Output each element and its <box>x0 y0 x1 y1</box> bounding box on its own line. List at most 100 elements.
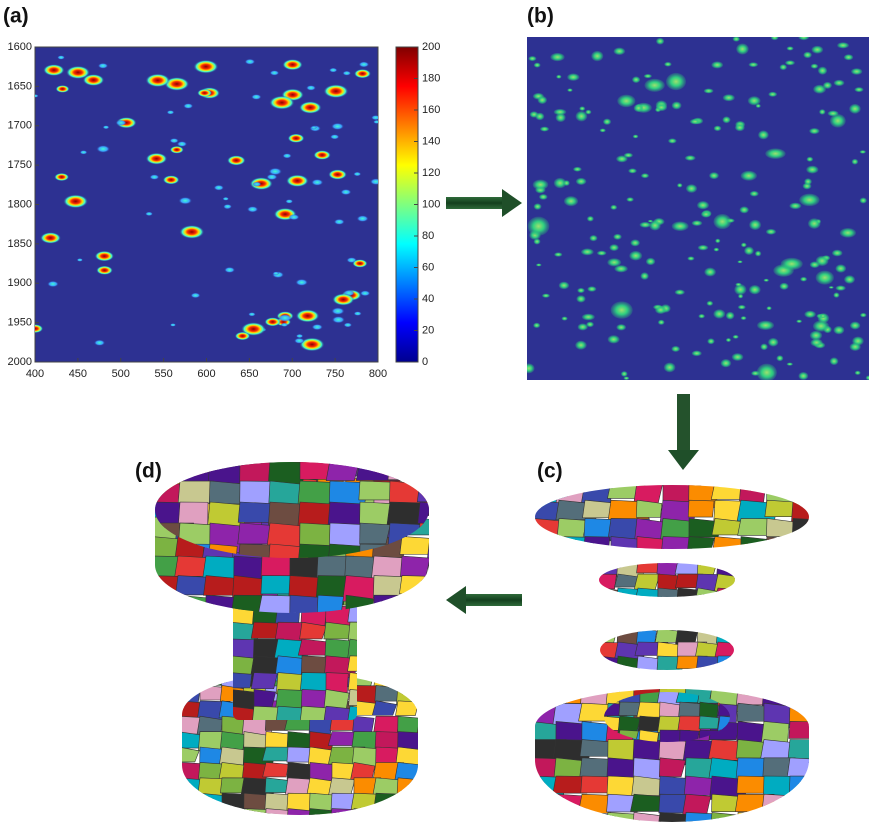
grain <box>632 776 662 796</box>
grain-spot <box>577 288 585 293</box>
grain-spot <box>609 244 618 251</box>
grain <box>395 701 418 716</box>
grain-spot <box>649 220 660 230</box>
spot <box>354 311 362 316</box>
grain-spot <box>804 178 812 185</box>
grain <box>715 670 745 688</box>
grain <box>418 502 452 523</box>
colorbar-tick-label: 200 <box>422 41 440 53</box>
grain-spot <box>589 235 597 241</box>
grain-spot <box>766 229 776 235</box>
grain-spot <box>597 251 607 256</box>
spot <box>264 317 281 326</box>
grain-spot <box>789 203 801 210</box>
grain-spot <box>740 206 749 213</box>
grain-spot <box>715 239 720 243</box>
figure: (a) (b) (c) (d) 400450500550600650700750… <box>0 0 869 827</box>
grain <box>417 778 446 798</box>
grain-spot <box>567 88 572 92</box>
spot <box>311 126 317 130</box>
grain-spot <box>810 331 822 340</box>
grain-spot <box>836 285 846 290</box>
y-tick-label: 1600 <box>8 41 32 53</box>
grain <box>429 615 463 634</box>
grain <box>598 574 617 589</box>
spot <box>96 266 113 275</box>
grain-spot <box>581 248 594 255</box>
spot <box>354 69 371 78</box>
grain-spot <box>634 104 644 112</box>
grain <box>328 809 362 827</box>
spot <box>328 169 347 179</box>
grain <box>352 809 378 827</box>
grain <box>203 576 236 596</box>
grain <box>374 670 406 687</box>
spot <box>323 84 348 98</box>
grain-spot <box>726 338 731 342</box>
grain-spot <box>766 306 771 310</box>
arrow-down <box>668 394 699 470</box>
spot <box>311 179 323 186</box>
spot <box>223 204 232 209</box>
grain-spot <box>800 277 807 282</box>
grain <box>417 716 445 736</box>
colorbar-tick-label: 80 <box>422 230 434 242</box>
x-tick-label: 650 <box>240 368 258 380</box>
grain-spot <box>616 324 626 330</box>
spot <box>312 324 323 330</box>
grain <box>528 685 568 707</box>
grain <box>789 776 825 793</box>
y-tick-label: 1650 <box>8 80 32 92</box>
grain <box>177 615 220 634</box>
colorbar-tick-label: 160 <box>422 104 440 116</box>
grain-spot <box>644 79 664 92</box>
grain-spot <box>780 283 789 290</box>
spot <box>360 290 371 296</box>
grain-spot <box>573 167 582 172</box>
grain <box>532 537 562 563</box>
grain-spot <box>781 258 803 270</box>
grain <box>430 517 464 544</box>
spot <box>299 101 322 113</box>
grain <box>175 747 199 762</box>
grain <box>398 732 422 750</box>
grain <box>267 523 300 547</box>
spot <box>296 309 320 322</box>
grain-spot <box>576 295 585 302</box>
grain-spot <box>764 279 769 282</box>
grain-spot <box>768 92 777 97</box>
spot <box>270 70 280 75</box>
grain-spot <box>707 301 713 306</box>
spot <box>251 94 261 100</box>
grain-spot <box>528 217 550 236</box>
grain <box>716 628 741 643</box>
spot <box>248 312 256 316</box>
grain <box>149 595 188 621</box>
y-tick-label: 1750 <box>8 159 32 171</box>
spot <box>370 178 382 185</box>
grain <box>360 523 390 544</box>
grain-spot <box>810 261 820 268</box>
grain <box>430 478 466 501</box>
grain-spot <box>567 73 579 80</box>
x-tick-label: 800 <box>369 368 387 380</box>
grain <box>241 809 270 823</box>
grain-spot <box>633 135 639 139</box>
grain <box>676 670 701 686</box>
grain <box>387 502 422 526</box>
grain-spot <box>806 166 818 174</box>
grain-spot <box>668 138 677 143</box>
grain-spot <box>701 211 711 218</box>
grain-spot <box>556 75 561 79</box>
grain-spot <box>576 178 587 185</box>
spot <box>330 134 339 139</box>
grain <box>420 762 447 781</box>
grain-spot <box>564 196 578 206</box>
spot <box>169 138 178 143</box>
grain-spot <box>640 272 648 279</box>
grain <box>790 482 818 499</box>
grain-spot <box>840 228 856 238</box>
grain-spot <box>608 335 620 343</box>
grain <box>696 670 723 686</box>
grain <box>177 793 210 816</box>
